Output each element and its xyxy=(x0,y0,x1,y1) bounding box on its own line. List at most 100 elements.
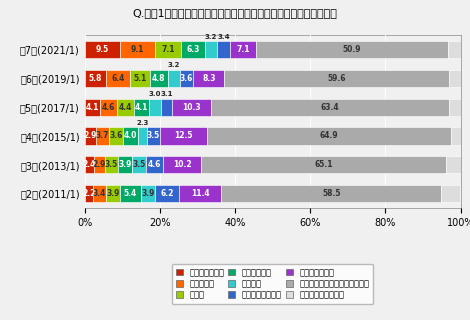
Text: 9.5: 9.5 xyxy=(96,45,109,54)
Bar xyxy=(448,70,461,87)
Bar xyxy=(451,127,461,145)
Text: 10.3: 10.3 xyxy=(182,103,201,112)
Bar xyxy=(118,156,133,173)
Text: 2.9: 2.9 xyxy=(93,160,106,169)
Text: 6.4: 6.4 xyxy=(112,74,125,83)
Text: 4.4: 4.4 xyxy=(119,103,132,112)
Text: 5.4: 5.4 xyxy=(124,189,137,198)
Text: 12.5: 12.5 xyxy=(174,132,193,140)
Bar xyxy=(85,41,120,58)
Bar xyxy=(123,127,138,145)
Bar xyxy=(85,185,93,202)
Bar xyxy=(146,156,163,173)
Bar xyxy=(225,70,448,87)
Text: 2.9: 2.9 xyxy=(83,132,97,140)
Bar xyxy=(181,41,205,58)
Bar xyxy=(149,70,168,87)
Text: 3.6: 3.6 xyxy=(110,132,123,140)
Text: 4.1: 4.1 xyxy=(135,103,148,112)
Text: 3.1: 3.1 xyxy=(160,91,172,97)
Bar xyxy=(221,185,441,202)
Text: 4.6: 4.6 xyxy=(102,103,115,112)
Bar xyxy=(147,127,160,145)
Text: 4.8: 4.8 xyxy=(152,74,165,83)
Text: 3.9: 3.9 xyxy=(141,189,155,198)
Bar xyxy=(85,127,95,145)
Bar xyxy=(180,70,193,87)
Text: 4.1: 4.1 xyxy=(86,103,99,112)
Text: 3.4: 3.4 xyxy=(93,189,106,198)
Bar xyxy=(211,99,449,116)
Bar xyxy=(106,185,120,202)
Text: 64.9: 64.9 xyxy=(320,132,338,140)
Bar xyxy=(110,127,123,145)
Bar xyxy=(168,70,180,87)
Bar xyxy=(205,41,217,58)
Bar xyxy=(161,99,172,116)
Bar xyxy=(93,185,106,202)
Text: 11.4: 11.4 xyxy=(191,189,209,198)
Text: 4.0: 4.0 xyxy=(124,132,137,140)
Bar xyxy=(106,70,131,87)
Text: 3.2: 3.2 xyxy=(167,62,180,68)
Bar xyxy=(120,41,155,58)
Text: 59.6: 59.6 xyxy=(327,74,346,83)
Bar xyxy=(131,70,149,87)
Text: 3.7: 3.7 xyxy=(96,132,109,140)
Bar xyxy=(217,41,230,58)
Text: 3.4: 3.4 xyxy=(217,34,230,39)
Bar xyxy=(120,185,141,202)
Bar xyxy=(104,156,118,173)
Text: 5.1: 5.1 xyxy=(133,74,147,83)
Text: 7.1: 7.1 xyxy=(161,45,175,54)
Bar xyxy=(230,41,257,58)
Bar xyxy=(155,185,179,202)
Bar xyxy=(85,156,94,173)
Text: 10.2: 10.2 xyxy=(172,160,191,169)
Bar xyxy=(201,156,446,173)
Text: 3.2: 3.2 xyxy=(205,34,217,39)
Text: 3.9: 3.9 xyxy=(106,189,120,198)
Bar xyxy=(448,41,461,58)
Text: 6.3: 6.3 xyxy=(187,45,200,54)
Bar xyxy=(441,185,460,202)
Bar xyxy=(155,41,181,58)
Bar xyxy=(149,99,161,116)
Bar xyxy=(163,156,201,173)
Bar xyxy=(85,99,100,116)
Bar xyxy=(207,127,451,145)
Bar xyxy=(94,156,104,173)
Text: 65.1: 65.1 xyxy=(314,160,333,169)
Text: 2.2: 2.2 xyxy=(82,189,95,198)
Bar xyxy=(193,70,225,87)
Text: 3.0: 3.0 xyxy=(149,91,161,97)
Text: 8.3: 8.3 xyxy=(202,74,216,83)
Text: 2.3: 2.3 xyxy=(136,120,149,126)
Bar xyxy=(172,99,211,116)
Text: 3.5: 3.5 xyxy=(147,132,160,140)
Text: 3.9: 3.9 xyxy=(118,160,132,169)
Text: 3.6: 3.6 xyxy=(180,74,193,83)
Text: 3.5: 3.5 xyxy=(104,160,118,169)
Text: 50.9: 50.9 xyxy=(343,45,361,54)
Bar xyxy=(118,99,134,116)
Bar xyxy=(446,156,461,173)
Bar xyxy=(160,127,207,145)
Bar xyxy=(257,41,448,58)
Text: 58.5: 58.5 xyxy=(322,189,341,198)
Text: 4.6: 4.6 xyxy=(148,160,161,169)
Bar xyxy=(138,127,147,145)
Legend: 週４～５回以上, 週２～３回, 週１回, 月に２～３回, 月に１回, ２～３ヶ月に１回, 半年に１回以下, ここ１年間では利用していない, 利用したことはない: 週４～５回以上, 週２～３回, 週１回, 月に２～３回, 月に１回, ２～３ヶ月… xyxy=(172,264,374,303)
Bar xyxy=(95,127,110,145)
Bar xyxy=(449,99,461,116)
Bar xyxy=(134,99,149,116)
Bar xyxy=(141,185,155,202)
Bar xyxy=(85,70,106,87)
Text: 2.4: 2.4 xyxy=(82,160,96,169)
Bar xyxy=(179,185,221,202)
Text: Q.ここ1年間に、映像配信サービスをどの程度利用していますか？: Q.ここ1年間に、映像配信サービスをどの程度利用していますか？ xyxy=(133,8,337,18)
Text: 3.5: 3.5 xyxy=(133,160,146,169)
Bar xyxy=(100,99,118,116)
Text: 7.1: 7.1 xyxy=(236,45,250,54)
Text: 9.1: 9.1 xyxy=(131,45,144,54)
